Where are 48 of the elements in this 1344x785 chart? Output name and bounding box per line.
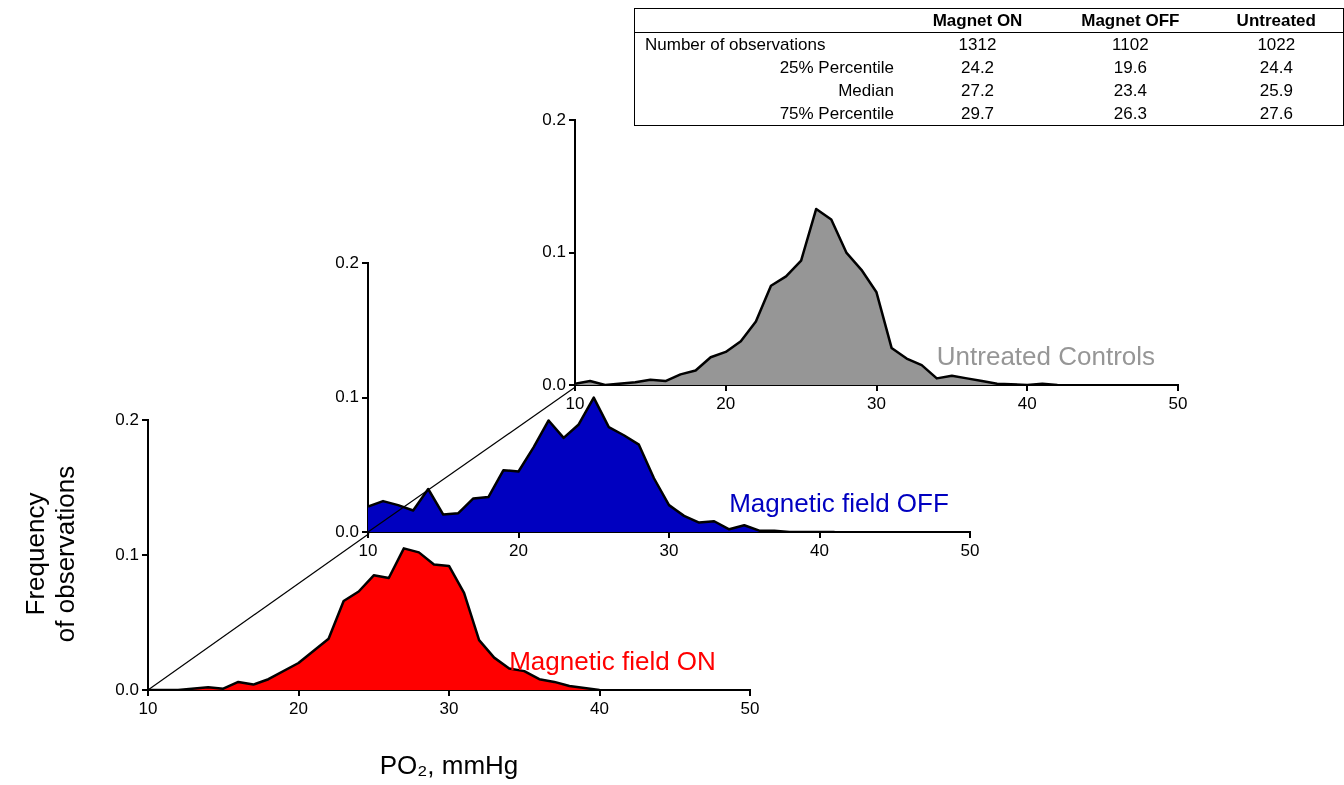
text: 24.2 [960,58,995,77]
x-tick-label: 10 [565,393,585,413]
text: 1102 [1112,35,1149,54]
series-label: Untreated Controls [936,341,1156,371]
x-tick-label: 10 [358,540,378,560]
category-label: Untreated [1235,10,1317,32]
text: 27.6 [1259,104,1293,123]
x-tick-label: 50 [740,698,760,718]
text: 25.9 [1259,81,1293,100]
category-label: 75% Percentile [779,104,894,123]
x-tick-label: 20 [289,698,308,718]
x-tick-label: 50 [1168,393,1188,413]
category-label: Median [838,81,894,100]
y-tick-label: 0.0 [115,679,139,699]
series-label: Magnetic field ON [509,646,716,676]
y-tick-label: 0.1 [335,387,359,407]
x-tick-label: 10 [138,698,158,718]
x-tick-label: 30 [659,540,679,560]
y-axis-title: Frequency of observations [20,465,80,642]
y-tick-label: 0.2 [335,252,359,272]
text: 24.4 [1259,58,1293,77]
x-tick-label: 30 [439,698,459,718]
y-tick-label: 0.2 [115,409,139,429]
text: 23.4 [1113,81,1147,100]
x-axis-title: PO₂, mmHg [379,750,519,781]
series-label: Magnetic field OFF [729,488,949,518]
x-tick-label: 50 [960,540,980,560]
text: 19.6 [1113,58,1147,77]
x-tick-label: 40 [810,540,829,560]
category-label: 25% Percentile [779,58,894,77]
x-tick-label: 40 [1017,393,1037,413]
y-tick-label: 0.0 [542,374,566,394]
text: 29.7 [960,104,995,123]
x-tick-label: 20 [716,393,736,413]
category-label: Magnet OFF [1080,10,1181,32]
y-tick-label: 0.1 [542,242,566,262]
y-tick-label: 0.1 [115,544,139,564]
y-tick-label: 0.0 [335,521,359,541]
x-tick-label: 30 [867,393,886,413]
text: 27.2 [960,81,995,100]
x-tick-label: 40 [590,698,609,718]
text: 1312 [958,35,997,54]
x-tick-label: 20 [509,540,528,560]
y-tick-label: 0.2 [542,109,566,129]
category-label: Number of observations [645,35,826,54]
category-label: Magnet ON [931,10,1024,32]
text: 26.3 [1113,104,1147,123]
text: 1022 [1257,35,1296,54]
